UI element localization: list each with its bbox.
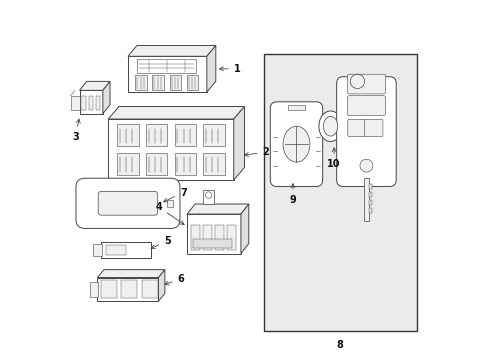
Bar — [96, 96, 100, 110]
Bar — [121, 280, 137, 298]
Bar — [187, 214, 241, 253]
FancyBboxPatch shape — [346, 96, 385, 116]
Polygon shape — [80, 81, 110, 90]
Bar — [128, 56, 206, 92]
Ellipse shape — [318, 111, 342, 141]
Polygon shape — [206, 45, 215, 92]
Ellipse shape — [359, 159, 372, 172]
Bar — [80, 90, 102, 114]
Ellipse shape — [283, 126, 309, 162]
Bar — [174, 153, 196, 175]
FancyBboxPatch shape — [364, 120, 382, 136]
Bar — [186, 75, 198, 90]
Text: 4: 4 — [155, 202, 183, 225]
Bar — [145, 153, 167, 175]
Text: 10: 10 — [327, 148, 340, 169]
FancyBboxPatch shape — [98, 192, 158, 215]
Bar — [203, 225, 211, 250]
FancyBboxPatch shape — [76, 178, 180, 228]
Text: 5: 5 — [151, 236, 170, 248]
Bar — [81, 96, 85, 110]
Bar — [203, 125, 224, 146]
Bar — [89, 282, 98, 297]
Bar — [106, 245, 126, 255]
Polygon shape — [108, 107, 244, 119]
Bar — [152, 75, 163, 90]
FancyBboxPatch shape — [346, 74, 385, 94]
Bar — [203, 153, 224, 175]
Bar — [88, 96, 93, 110]
Text: 7: 7 — [163, 188, 186, 202]
Bar — [203, 190, 214, 204]
Bar — [145, 125, 167, 146]
Bar — [101, 242, 151, 258]
Bar — [190, 225, 199, 250]
Text: 1: 1 — [219, 64, 240, 74]
Bar — [117, 153, 139, 175]
Bar — [368, 184, 371, 189]
Bar — [174, 125, 196, 146]
Polygon shape — [97, 270, 164, 278]
Bar — [169, 75, 181, 90]
Polygon shape — [102, 81, 110, 114]
FancyBboxPatch shape — [270, 102, 322, 186]
Bar — [137, 59, 196, 73]
Bar — [363, 178, 368, 221]
Bar — [215, 225, 224, 250]
Text: 2: 2 — [244, 147, 268, 157]
Bar — [264, 54, 416, 330]
Bar — [108, 119, 233, 180]
Text: 9: 9 — [289, 184, 296, 205]
Bar — [101, 280, 117, 298]
FancyBboxPatch shape — [347, 120, 366, 136]
Ellipse shape — [323, 116, 337, 136]
Bar — [167, 200, 172, 207]
Polygon shape — [241, 204, 248, 253]
Bar — [70, 96, 80, 110]
Text: 3: 3 — [72, 119, 80, 142]
Polygon shape — [158, 270, 164, 301]
Bar — [97, 278, 158, 301]
Bar — [117, 125, 139, 146]
Bar — [192, 239, 231, 248]
Polygon shape — [233, 107, 244, 180]
Bar — [368, 192, 371, 197]
Bar — [368, 208, 371, 213]
FancyBboxPatch shape — [336, 77, 395, 186]
Bar — [227, 225, 236, 250]
Polygon shape — [187, 204, 248, 214]
Text: 6: 6 — [164, 274, 184, 285]
Bar — [287, 105, 305, 110]
Bar — [368, 200, 371, 205]
Polygon shape — [128, 45, 215, 56]
Bar — [135, 75, 146, 90]
Bar — [142, 280, 158, 298]
Bar — [93, 244, 102, 256]
Text: 8: 8 — [335, 340, 342, 350]
